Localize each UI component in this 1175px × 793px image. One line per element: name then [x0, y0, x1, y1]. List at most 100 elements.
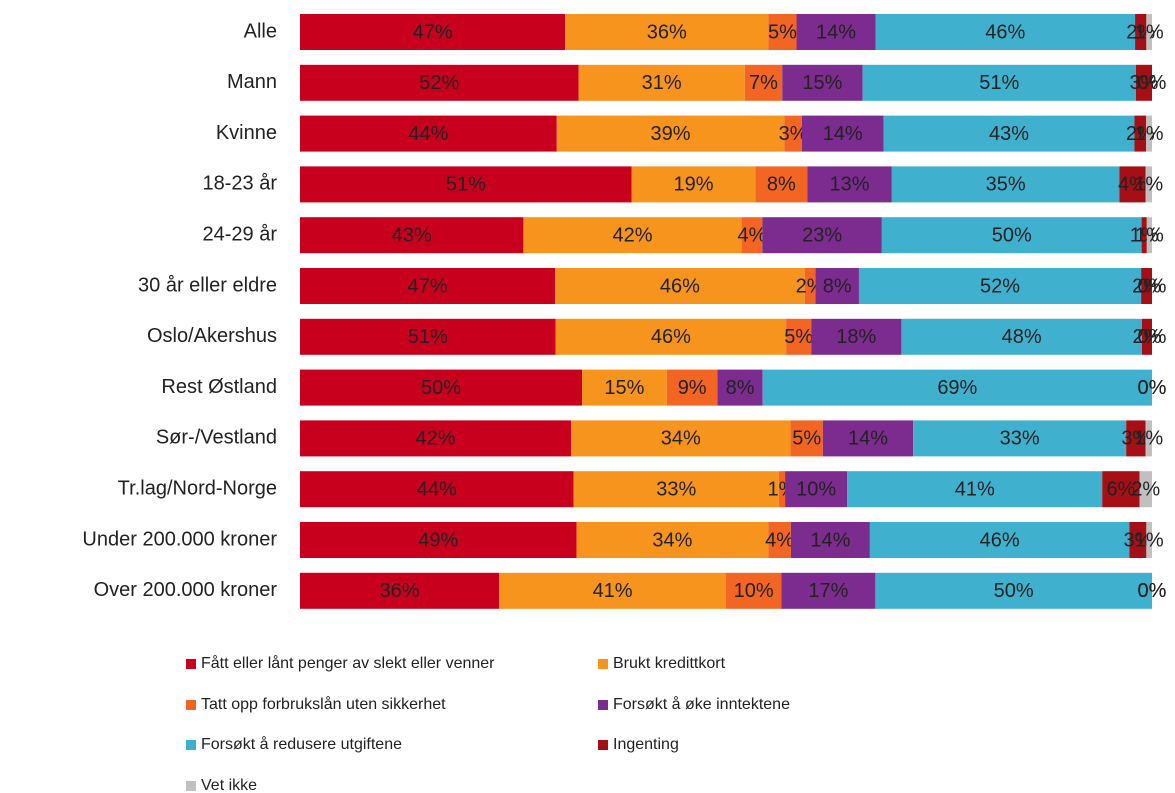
data-label: 0%: [1138, 580, 1167, 602]
data-label: 1%: [1135, 21, 1164, 43]
bar-segment: [1145, 420, 1152, 457]
data-label: 17%: [808, 580, 848, 602]
legend-label: Vet ikke: [201, 777, 257, 793]
bar-segment: [1135, 14, 1147, 50]
data-label: 69%: [937, 377, 977, 399]
bar-segment: [1102, 471, 1140, 508]
bar-segment: [881, 217, 1142, 254]
data-label: 10%: [796, 478, 836, 500]
bar-segment: [875, 572, 1152, 609]
bar-segment: [300, 471, 574, 508]
bar-segment: [631, 166, 756, 203]
data-label: 48%: [1002, 326, 1042, 348]
bar-segment: [901, 318, 1142, 355]
data-label: 1%: [1135, 224, 1164, 246]
data-label: 47%: [413, 21, 453, 43]
y-tick-label: Tr.lag/Nord-Norge: [118, 477, 277, 499]
data-label: 3%: [779, 123, 808, 145]
bar-segment: [300, 420, 572, 457]
data-label: 5%: [784, 326, 813, 348]
bar-segment: [300, 64, 579, 101]
data-label: 4%: [1118, 174, 1147, 196]
bar-segment: [913, 420, 1127, 457]
bar-segment: [578, 64, 745, 101]
bar-segment: [1141, 268, 1152, 304]
data-label: 31%: [642, 72, 682, 94]
data-label: 49%: [418, 529, 458, 551]
bar-segment: [555, 318, 787, 355]
data-label: 51%: [408, 326, 448, 348]
data-label: 10%: [734, 580, 774, 602]
bar-segment: [1146, 115, 1152, 152]
bar-segment: [784, 115, 802, 152]
bar-segment: [785, 471, 848, 508]
bar-segment: [1126, 420, 1146, 457]
data-label: 43%: [989, 123, 1029, 145]
data-label: 8%: [726, 377, 755, 399]
data-label: 8%: [767, 174, 796, 196]
data-label: 15%: [604, 377, 644, 399]
data-label: 42%: [612, 224, 652, 246]
y-tick-label: Sør-/Vestland: [156, 427, 277, 449]
y-tick-label: Rest Østland: [161, 376, 277, 398]
data-label: 2%: [1132, 275, 1161, 297]
bar-segment: [1145, 166, 1152, 203]
legend-swatch: [186, 781, 196, 791]
data-label: 4%: [765, 529, 794, 551]
legend-swatch: [598, 659, 608, 669]
data-label: 39%: [651, 123, 691, 145]
bar-segment: [796, 14, 876, 50]
bar-segment: [1119, 166, 1146, 203]
data-label: 4%: [738, 224, 767, 246]
bar-segment: [1141, 217, 1147, 254]
data-label: 1%: [1135, 123, 1164, 145]
legend-label: Tatt opp forbrukslån uten sikkerhet: [201, 695, 446, 713]
bar-segment: [1141, 318, 1152, 355]
data-label: 34%: [661, 428, 701, 450]
bar-segment: [582, 369, 667, 406]
bar-segment: [1134, 115, 1147, 152]
data-label: 33%: [656, 478, 696, 500]
legend-label: Fått eller lånt penger av slekt eller ve…: [201, 654, 495, 672]
data-label: 14%: [810, 529, 850, 551]
data-label: 7%: [749, 72, 778, 94]
y-tick-label: 24-29 år: [203, 223, 278, 245]
data-label: 51%: [979, 72, 1019, 94]
data-label: 0%: [1138, 275, 1167, 297]
bar-segment: [666, 369, 718, 406]
legend-swatch: [186, 740, 196, 750]
bar-segment: [762, 369, 1152, 406]
bar-segment: [1146, 14, 1152, 50]
legend-swatch: [186, 700, 196, 710]
data-label: 3%: [1123, 529, 1152, 551]
data-label: 42%: [416, 428, 456, 450]
bar-segment: [815, 268, 859, 304]
data-label: 1%: [1134, 428, 1163, 450]
bar-segment: [790, 420, 823, 457]
data-label: 34%: [652, 529, 692, 551]
legend-label: Brukt kredittkort: [613, 655, 726, 672]
bar-segment: [782, 64, 863, 101]
data-label: 51%: [446, 174, 486, 196]
data-label: 44%: [417, 478, 457, 500]
bar-segment: [875, 14, 1136, 50]
y-tick-label: Mann: [227, 71, 277, 93]
bar-segment: [1129, 522, 1147, 558]
data-label: 0%: [1138, 377, 1167, 399]
bar-segment: [300, 522, 577, 558]
bar-segment: [300, 318, 556, 355]
data-label: 41%: [955, 478, 995, 500]
bar-segment: [778, 471, 786, 508]
bar-segment: [762, 217, 882, 254]
data-label: 52%: [980, 275, 1020, 297]
bar-segment: [883, 115, 1135, 152]
data-label: 43%: [392, 224, 432, 246]
data-label: 5%: [768, 21, 797, 43]
bar-segment: [300, 572, 500, 609]
data-label: 36%: [380, 580, 420, 602]
legend-label: Forsøkt å redusere utgiftene: [201, 735, 402, 753]
bar-segment: [726, 572, 782, 609]
bar-segment: [300, 268, 556, 304]
data-label: 1%: [1135, 529, 1164, 551]
